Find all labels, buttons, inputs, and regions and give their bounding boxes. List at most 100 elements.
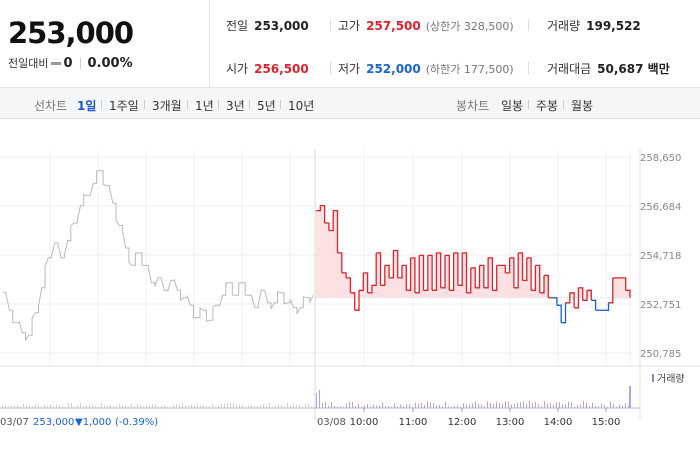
volume-bar (556, 402, 557, 408)
volume-bar (302, 406, 303, 408)
volume-bar (466, 404, 467, 408)
volume-bar (161, 406, 162, 408)
volume-bar (376, 405, 377, 408)
volume-bar (403, 406, 404, 408)
volume-bar (59, 405, 60, 408)
volume-bar (53, 406, 54, 408)
stat-label: 거래대금 (547, 62, 592, 76)
candle-tab-daily[interactable]: 일봉 (501, 99, 524, 113)
volume-bar (322, 403, 323, 408)
volume-bar (149, 405, 150, 408)
stat-label: 저가 (338, 62, 361, 76)
candle-tab-monthly[interactable]: 월봉 (571, 99, 594, 113)
volume-bar (388, 406, 389, 408)
x-time-label: 14:00 (544, 417, 573, 428)
today-price-segment (505, 257, 511, 274)
period-tab-1y[interactable]: 1년 (195, 99, 214, 113)
divider (101, 100, 102, 109)
period-tab-5y[interactable]: 5년 (257, 99, 276, 113)
today-price-segment (402, 264, 407, 291)
x-time-label: 15:00 (592, 417, 621, 428)
volume-legend-swatch (652, 374, 654, 382)
intraday-chart[interactable]: 258,650 256,684 254,718 252,751 250,785 거래량 03… (0, 119, 700, 450)
volume-bar (571, 402, 572, 408)
volume-bar (358, 404, 359, 408)
volume-bar (478, 403, 479, 408)
volume-bar (311, 405, 312, 408)
stat-volume: 거래량 199,522 (547, 17, 641, 34)
volume-bar (610, 401, 611, 408)
today-price-segment (488, 257, 494, 291)
today-price-segment (501, 264, 506, 273)
volume-bar (418, 404, 419, 408)
period-tab-3y[interactable]: 3년 (226, 99, 245, 113)
volume-bar (185, 405, 186, 408)
today-price-segment (470, 267, 476, 288)
volume-bar (257, 405, 258, 408)
period-tab-1d[interactable]: 1일 (77, 99, 97, 113)
volume-bar (547, 403, 548, 408)
volume-bar (305, 403, 306, 408)
today-price-segment (569, 292, 575, 308)
prev-day-price-line (3, 170, 314, 342)
divider (280, 100, 281, 109)
volume-bar (248, 405, 249, 408)
volume-bar (505, 401, 506, 408)
volume-bar (526, 403, 527, 408)
volume-bar (475, 401, 476, 408)
period-tab-3m[interactable]: 3개월 (152, 99, 182, 113)
volume-bar (493, 404, 494, 408)
volume-bar (290, 405, 291, 408)
volume-bar (334, 405, 335, 408)
volume-bar (508, 401, 509, 408)
stat-prev-close: 전일 253,000 (226, 17, 309, 34)
stat-value: 252,000 (366, 62, 421, 76)
volume-bar (448, 406, 449, 408)
today-price-segment (539, 275, 545, 294)
volume-bar (391, 406, 392, 408)
today-price-segment (531, 265, 537, 291)
volume-bar (397, 406, 398, 408)
period-tab-1w[interactable]: 1주일 (109, 99, 139, 113)
today-price-segment (457, 252, 463, 286)
stat-open: 시가 256,500 (226, 60, 309, 77)
volume-bar (568, 401, 569, 408)
today-price-segment (333, 209, 339, 253)
volume-bar (487, 401, 488, 408)
stat-value: 50,687 백만 (597, 62, 670, 76)
volume-bar (550, 403, 551, 408)
volume-bar (481, 404, 482, 408)
today-price-segment (440, 255, 446, 289)
today-price-segment (466, 267, 472, 294)
volume-bar (68, 403, 69, 408)
today-price-segment (380, 265, 386, 286)
volume-bar (625, 403, 626, 408)
volume-bar (325, 401, 326, 408)
today-price-segment (371, 252, 377, 286)
volume-bar (164, 405, 165, 408)
volume-bar (281, 405, 282, 408)
volume-bar (299, 405, 300, 408)
chart-svg: 258,650 256,684 254,718 252,751 250,785 거래량 03… (0, 149, 700, 428)
candle-tab-weekly[interactable]: 주봉 (536, 99, 559, 113)
volume-bar (595, 405, 596, 408)
volume-bar (134, 406, 135, 408)
today-price-segment (393, 249, 399, 278)
volume-bar (412, 406, 413, 408)
volume-bar (592, 402, 593, 408)
volume-bar (496, 401, 497, 408)
today-price-segment (513, 252, 519, 289)
today-price-segment (475, 265, 481, 289)
volume-bar (337, 406, 338, 408)
stat-value: 199,522 (586, 19, 641, 33)
stat-high: 고가 257,500 (상한가 328,500) (338, 17, 514, 34)
volume-bar (598, 405, 599, 408)
volume-bar (173, 405, 174, 408)
today-price-segment (397, 265, 403, 279)
volume-bar (44, 405, 45, 408)
volume-bar (143, 406, 144, 408)
volume-bar (116, 406, 117, 408)
volume-bar (370, 406, 371, 408)
period-tab-10y[interactable]: 10년 (288, 99, 315, 113)
volume-bar (239, 404, 240, 408)
